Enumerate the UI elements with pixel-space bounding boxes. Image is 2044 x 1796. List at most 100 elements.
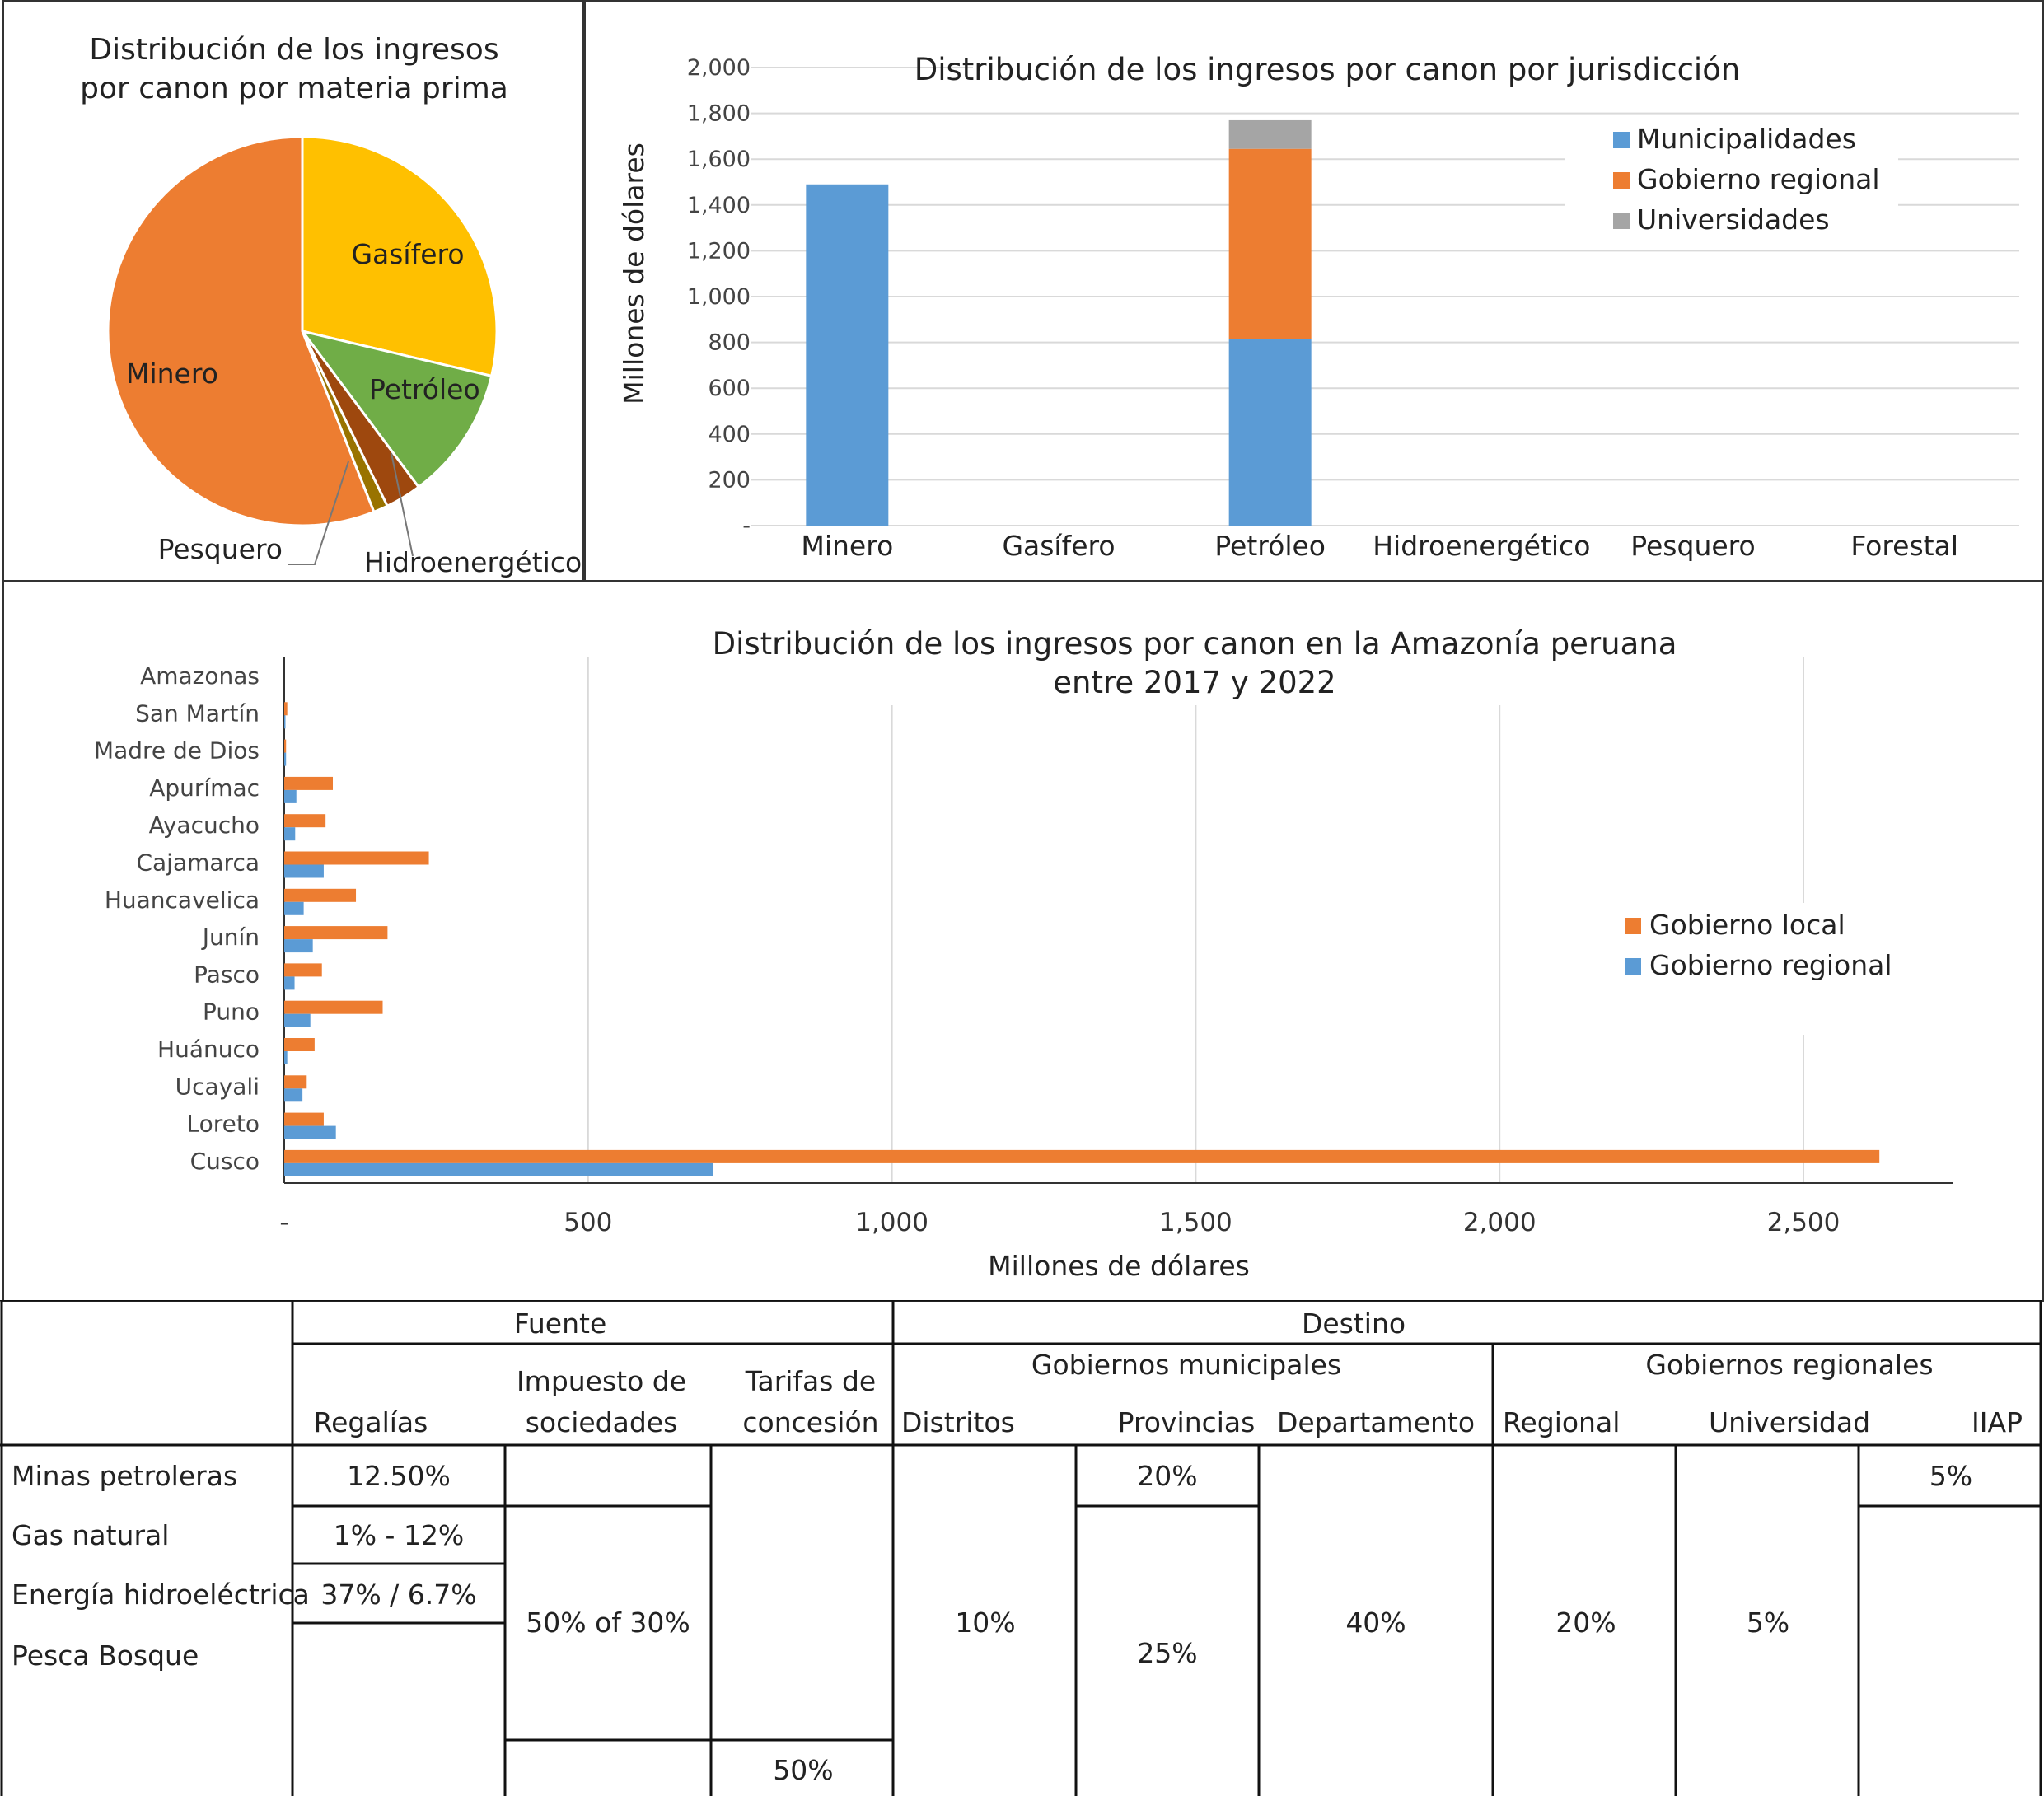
hidroenergetico-leader-line (391, 452, 414, 557)
amazonia-legend-swatch-gobierno-regional (1625, 958, 1641, 975)
jurisdiction-x-ticks: Minero Gasífero Petróleo Hidroenergético Pes… (801, 530, 1958, 562)
amazonia-bar-cusco-gobierno-local (284, 1149, 1880, 1163)
amazonia-x-tick-label: 1,000 (855, 1208, 928, 1237)
jurisdiction-title-background (973, 47, 2019, 88)
amazonia-bar-puno-gobierno-regional (284, 1013, 311, 1027)
jurisdiction-x-tick-label: Minero (801, 530, 893, 562)
table-cell-provincias-minas: 20% (1137, 1460, 1197, 1492)
amazonia-title-line-1: Distribución de los ingresos por canon e… (713, 626, 1677, 662)
jurisdiction-chart-panel: Distribución de los ingresos por canon p… (584, 0, 2044, 582)
pie-label-gasifero: Gasífero (351, 238, 464, 270)
table-col-impuesto-line-2: sociedades (526, 1406, 678, 1438)
amazonia-bar-loreto-gobierno-regional (284, 1125, 336, 1139)
amazonia-category-label: Ucayali (175, 1073, 260, 1100)
amazonia-x-tick-label: - (279, 1208, 288, 1237)
jurisdiction-bar-petroleo-municipalidades (1228, 339, 1312, 526)
amazonia-x-tick-label: 500 (564, 1208, 612, 1237)
jurisdiction-legend-swatch-gobierno-regional (1613, 172, 1630, 189)
amazonia-category-labels: Amazonas San Martín Madre de Dios Apurímac A… (94, 662, 260, 1175)
jurisdiction-bars (806, 119, 1312, 526)
pie-label-petroleo: Petróleo (369, 373, 480, 405)
jurisdiction-y-tick-label: 1,200 (687, 238, 751, 264)
amazonia-category-label: Apurímac (149, 774, 260, 802)
jurisdiction-x-tick-label: Gasífero (1002, 530, 1115, 562)
amazonia-bar-huanuco-gobierno-local (284, 1038, 315, 1051)
jurisdiction-bar-petroleo-gobierno-regional (1228, 148, 1312, 339)
amazonia-bar-apurimac-gobierno-local (284, 776, 334, 790)
table-col-provincias: Provincias (1118, 1406, 1256, 1438)
amazonia-category-label: Pasco (194, 961, 260, 988)
table-col-regalias: Regalías (314, 1406, 428, 1438)
table-cell-departamento: 40% (1345, 1607, 1406, 1639)
jurisdiction-x-tick-label: Forestal (1850, 530, 1958, 562)
amazonia-x-tick-label: 2,000 (1463, 1208, 1537, 1237)
table-cell-iiap-minas: 5% (1929, 1460, 1972, 1492)
table-col-regional: Regional (1503, 1406, 1620, 1438)
jurisdiction-y-tick-label: 800 (708, 330, 751, 356)
pie-title-line-1: Distribución de los ingresos (89, 33, 498, 67)
amazonia-legend-label-gobierno-regional: Gobierno regional (1649, 949, 1892, 981)
amazonia-bar-huanuco-gobierno-regional (284, 1051, 288, 1064)
pie-slice-petroleo (299, 329, 493, 489)
pie-slice-gasifero (301, 135, 498, 378)
table-cell-tarifas: 50% (773, 1754, 833, 1786)
table-cell-regalias-gas: 1% - 12% (334, 1519, 465, 1551)
jurisdiction-y-tick-label: - (742, 513, 751, 539)
table-cell-regalias-energia: 37% / 6.7% (320, 1579, 476, 1611)
table-row-gas: Gas natural (12, 1519, 169, 1551)
amazonia-x-tick-label: 2,500 (1767, 1208, 1841, 1237)
amazonia-title-line-2: entre 2017 y 2022 (1053, 665, 1335, 700)
table-cell-universidad: 5% (1747, 1607, 1789, 1639)
amazonia-bar-puno-gobierno-local (284, 1000, 383, 1014)
table-row-minas: Minas petroleras (12, 1460, 237, 1492)
table-col-impuesto-line-1: Impuesto de (517, 1365, 686, 1397)
table-col-tarifas-line-1: Tarifas de (745, 1365, 876, 1397)
amazonia-bar-ayacucho-gobierno-regional (284, 827, 296, 841)
amazonia-bar-pasco-gobierno-local (284, 963, 322, 977)
amazonia-category-label: Amazonas (140, 662, 260, 690)
table-cell-provincias: 25% (1137, 1637, 1197, 1669)
amazonia-chart: Distribución de los ingresos por canon e… (94, 619, 1953, 1282)
table-text: Fuente Destino Gobiernos municipales Gob… (12, 1307, 2023, 1786)
jurisdiction-chart: Distribución de los ingresos por canon p… (618, 47, 2019, 562)
amazonia-category-label: San Martín (135, 699, 260, 727)
table-cell-regional: 20% (1555, 1607, 1616, 1639)
amazonia-bar-cajamarca-gobierno-regional (284, 864, 324, 878)
amazonia-category-label: Junín (201, 924, 260, 951)
amazonia-bar-madre-de-dios-gobierno-regional (284, 752, 287, 766)
pie-chart: Distribución de los ingresos por canon p… (80, 33, 582, 578)
table-row-pesca: Pesca Bosque (12, 1639, 199, 1672)
amazonia-x-axis-label: Millones de dólares (988, 1250, 1250, 1282)
amazonia-bar-cusco-gobierno-regional (284, 1162, 713, 1176)
amazonia-category-label: Puno (203, 999, 260, 1026)
jurisdiction-y-tick-label: 1,800 (687, 101, 751, 127)
amazonia-category-label: Ayacucho (149, 811, 260, 839)
pie-label-pesquero: Pesquero (158, 533, 283, 565)
amazonia-title-background (680, 619, 1553, 705)
amazonia-bar-junin-gobierno-local (284, 926, 388, 940)
table-header-fuente: Fuente (514, 1307, 607, 1340)
table-header-destino: Destino (1302, 1307, 1406, 1340)
jurisdiction-y-tick-label: 600 (708, 376, 751, 401)
pie-chart-panel: Distribución de los ingresos por canon p… (2, 0, 584, 582)
table-col-distritos: Distritos (901, 1406, 1015, 1438)
amazonia-bar-cajamarca-gobierno-local (284, 851, 429, 865)
jurisdiction-bar-minero-municipalidades (806, 184, 889, 526)
jurisdiction-y-tick-label: 1,600 (687, 147, 751, 172)
amazonia-bar-ucayali-gobierno-local (284, 1075, 307, 1089)
jurisdiction-y-tick-label: 1,000 (687, 284, 751, 310)
amazonia-bar-huancavelica-gobierno-local (284, 888, 357, 902)
jurisdiction-legend-swatch-municipalidades (1613, 132, 1630, 148)
amazonia-category-label: Huánuco (157, 1036, 260, 1063)
table-row-energia: Energía hidroeléctrica (12, 1579, 310, 1611)
jurisdiction-y-tick-label: 1,400 (687, 193, 751, 218)
pie-label-minero: Minero (126, 358, 218, 390)
pesquero-leader-line (288, 461, 349, 565)
amazonia-x-tick-label: 1,500 (1159, 1208, 1232, 1237)
table-header-gob-municipales: Gobiernos municipales (1031, 1349, 1341, 1381)
amazonia-x-ticks: - 500 1,000 1,500 2,000 2,500 (279, 1208, 1840, 1237)
amazonia-legend: Gobierno local Gobierno regional (1625, 909, 1892, 981)
amazonia-bar-ucayali-gobierno-regional (284, 1088, 303, 1102)
amazonia-bar-san-martin-gobierno-regional (284, 715, 286, 729)
amazonia-bar-junin-gobierno-regional (284, 939, 313, 953)
